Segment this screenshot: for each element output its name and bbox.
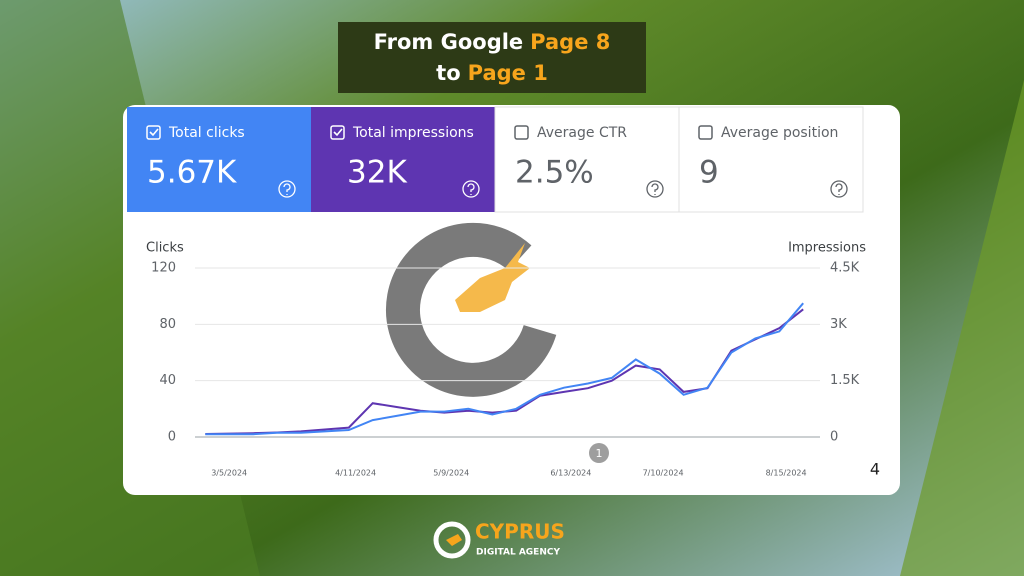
leaf [900, 80, 1024, 576]
brand-tagline: DIGITAL AGENCY [476, 548, 560, 558]
y-tick-label: 0 [168, 430, 176, 445]
card-label: Total impressions [352, 125, 474, 141]
logo-overlay [385, 222, 557, 397]
checkmark [149, 128, 159, 137]
help-icon [646, 180, 664, 198]
chart: Clicks Impressions 0 40 80 120 0 1.5K 3K 4.5K 3/5/… [146, 241, 866, 478]
page-number: 4 [870, 460, 880, 479]
series-line [205, 302, 804, 436]
checkbox [146, 125, 161, 140]
x-tick-label: 3/5/2024 [211, 469, 247, 478]
x-tick-label: 5/9/2024 [433, 469, 469, 478]
card-value: 5.67K [147, 155, 237, 191]
brand-icon-island [446, 534, 462, 546]
card-value: 9 [699, 155, 719, 191]
header-line: to Page 1 [436, 61, 548, 85]
help-icon-glyph [283, 183, 291, 195]
y-tick-label: 80 [159, 317, 176, 332]
checkbox [330, 125, 345, 140]
logo-dot [440, 362, 460, 382]
help-icon-glyph [835, 183, 843, 195]
annotation-marker [589, 443, 609, 463]
header-box [338, 22, 646, 93]
card-value: 32K [347, 155, 407, 191]
checkbox [698, 125, 713, 140]
card-value: 2.5% [515, 155, 594, 191]
y2-tick-label: 0 [830, 430, 838, 445]
y-tick-label: 40 [159, 373, 176, 388]
header-text: From Google [374, 30, 524, 54]
card-label: Average position [721, 125, 838, 141]
brand-icon [433, 521, 471, 559]
header-highlight: Page 1 [468, 61, 548, 85]
x-tick-label: 7/10/2024 [643, 469, 684, 478]
y2-tick-label: 3K [830, 317, 847, 332]
header-line: From Google Page 8 [374, 30, 611, 54]
brand-name: CYPRUS [475, 520, 565, 544]
header-highlight: Page 8 [530, 30, 610, 54]
header-text: to [436, 61, 460, 85]
help-icon [830, 180, 848, 198]
logo-island [455, 243, 530, 312]
y2-tick-label: 4.5K [830, 261, 860, 276]
y2-tick-label: 1.5K [830, 373, 860, 388]
annotation-label: 1 [596, 447, 603, 460]
cards: Total clicks 5.67K Total impressions 32K Ave… [146, 125, 848, 198]
x-tick-label: 4/11/2024 [335, 469, 376, 478]
y2-axis-title: Impressions [788, 241, 866, 256]
x-tick-label: 8/15/2024 [766, 469, 807, 478]
help-icon [462, 180, 480, 198]
help-icon-glyph [467, 183, 475, 195]
help-icon [278, 180, 296, 198]
y-tick-label: 120 [151, 261, 176, 276]
checkmark [333, 128, 343, 137]
x-tick-label: 6/13/2024 [550, 469, 591, 478]
y-axis-title: Clicks [146, 241, 184, 256]
card-label: Average CTR [537, 125, 627, 141]
card-label: Total clicks [168, 125, 245, 141]
logo-ring [385, 222, 557, 397]
help-icon-glyph [651, 183, 659, 195]
checkbox [514, 125, 529, 140]
